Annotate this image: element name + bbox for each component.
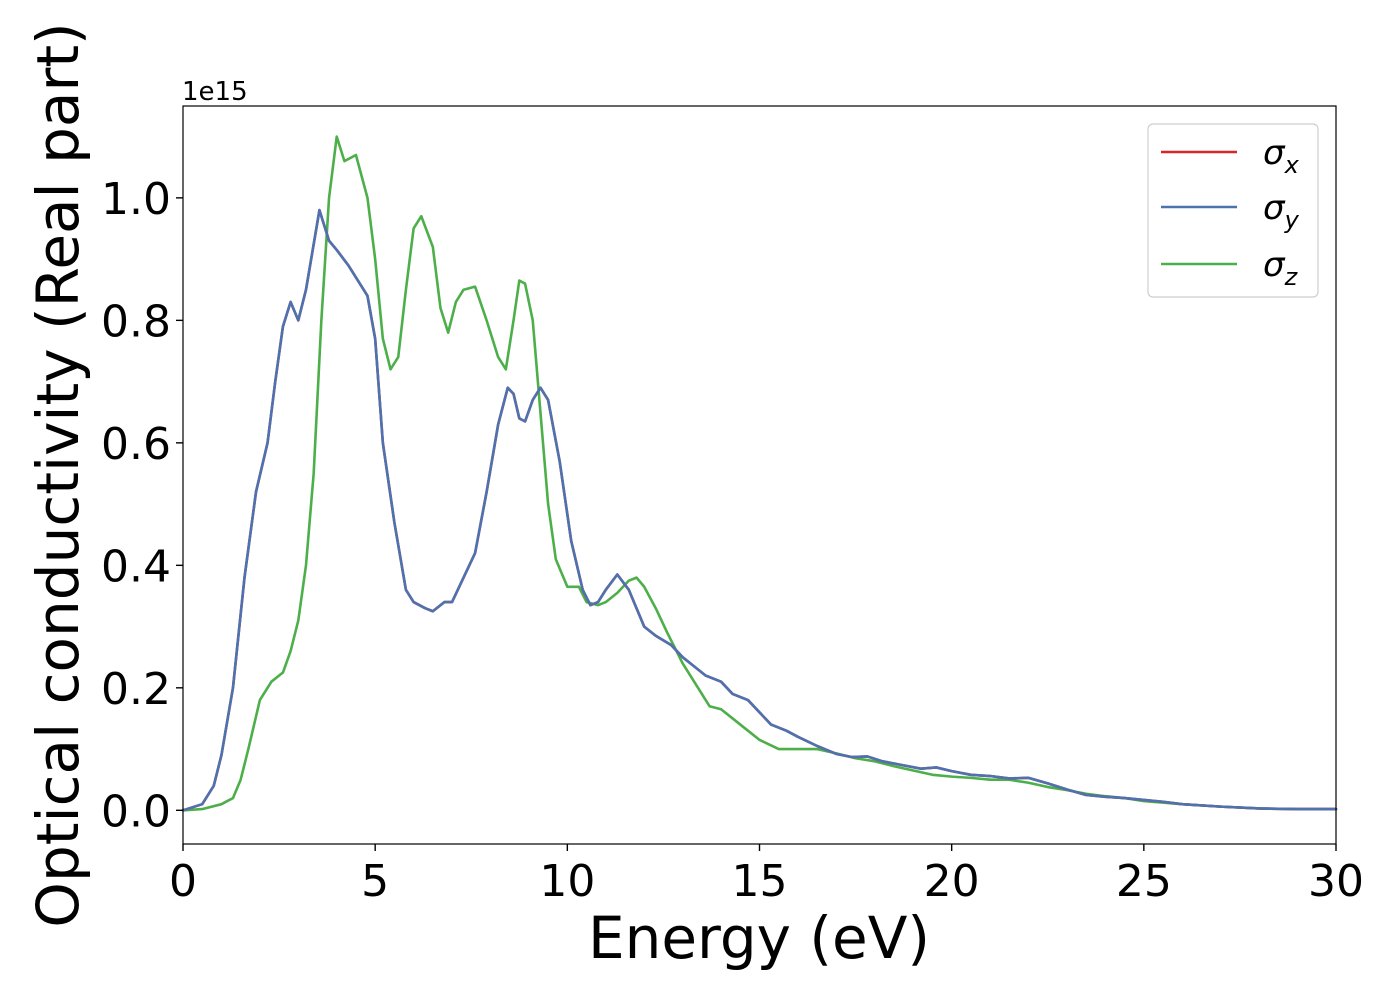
legend-label: σy <box>1263 188 1300 234</box>
plot-area <box>181 135 1338 812</box>
y-axis: 0.0 0.2 0.4 0.6 0.8 1.0 <box>101 174 183 837</box>
y-axis-label: Optical conductivity (Real part) <box>24 22 92 927</box>
x-axis: 0 5 10 15 20 25 30 <box>169 844 1364 907</box>
legend-label: σx <box>1263 133 1300 179</box>
x-tick-label: 20 <box>924 856 980 907</box>
y-tick-label: 0.6 <box>101 419 171 470</box>
legend-entry-y: σy <box>1161 188 1300 234</box>
x-tick-label: 25 <box>1116 856 1172 907</box>
legend: σx σy σz <box>1147 123 1319 298</box>
legend-entry-z: σz <box>1161 245 1299 291</box>
series-line-z <box>181 135 1338 812</box>
series-line-x <box>181 208 1338 812</box>
x-tick-label: 10 <box>539 856 595 907</box>
x-tick-label: 5 <box>361 856 389 907</box>
series-line-y <box>181 208 1338 812</box>
y-offset-label: 1e15 <box>182 77 248 107</box>
x-axis-label: Energy (eV) <box>588 904 930 972</box>
y-tick-label: 0.8 <box>101 296 171 347</box>
legend-entry-x: σx <box>1161 133 1300 179</box>
y-tick-label: 0.0 <box>101 786 171 837</box>
y-tick-label: 0.2 <box>101 664 171 715</box>
x-tick-label: 30 <box>1308 856 1364 907</box>
x-tick-label: 15 <box>732 856 788 907</box>
y-tick-label: 1.0 <box>101 174 171 225</box>
x-tick-label: 0 <box>169 856 197 907</box>
legend-label: σz <box>1263 245 1299 291</box>
legend-box <box>1147 123 1319 298</box>
y-tick-label: 0.4 <box>101 541 171 592</box>
